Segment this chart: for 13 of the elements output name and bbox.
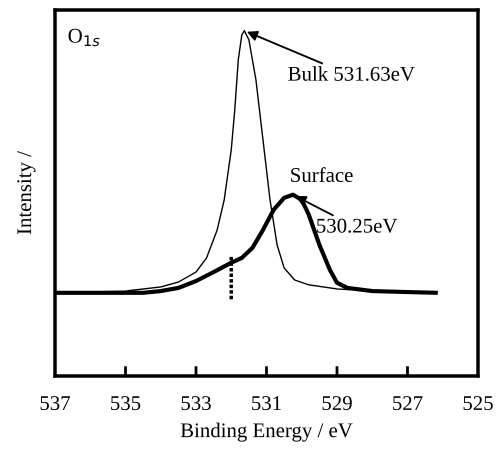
- x-tick-label: 537: [40, 396, 70, 410]
- y-axis-title: Intensity /: [17, 151, 36, 234]
- x-axis-title: Binding Energy / eV: [180, 422, 353, 442]
- annotation: O$_{1s}$: [68, 28, 100, 46]
- x-tick-label: 535: [111, 396, 140, 410]
- x-tick-label: 529: [322, 396, 352, 410]
- x-tick-label: 525: [464, 396, 493, 410]
- x-tick-label: 531: [252, 396, 281, 410]
- annotation: Bulk 531.63eV: [288, 66, 415, 81]
- annotation: 530.25eV: [317, 218, 398, 233]
- annotation: Surface: [291, 167, 353, 182]
- x-tick-label: 527: [393, 396, 423, 410]
- x-tick-label: 533: [182, 396, 211, 410]
